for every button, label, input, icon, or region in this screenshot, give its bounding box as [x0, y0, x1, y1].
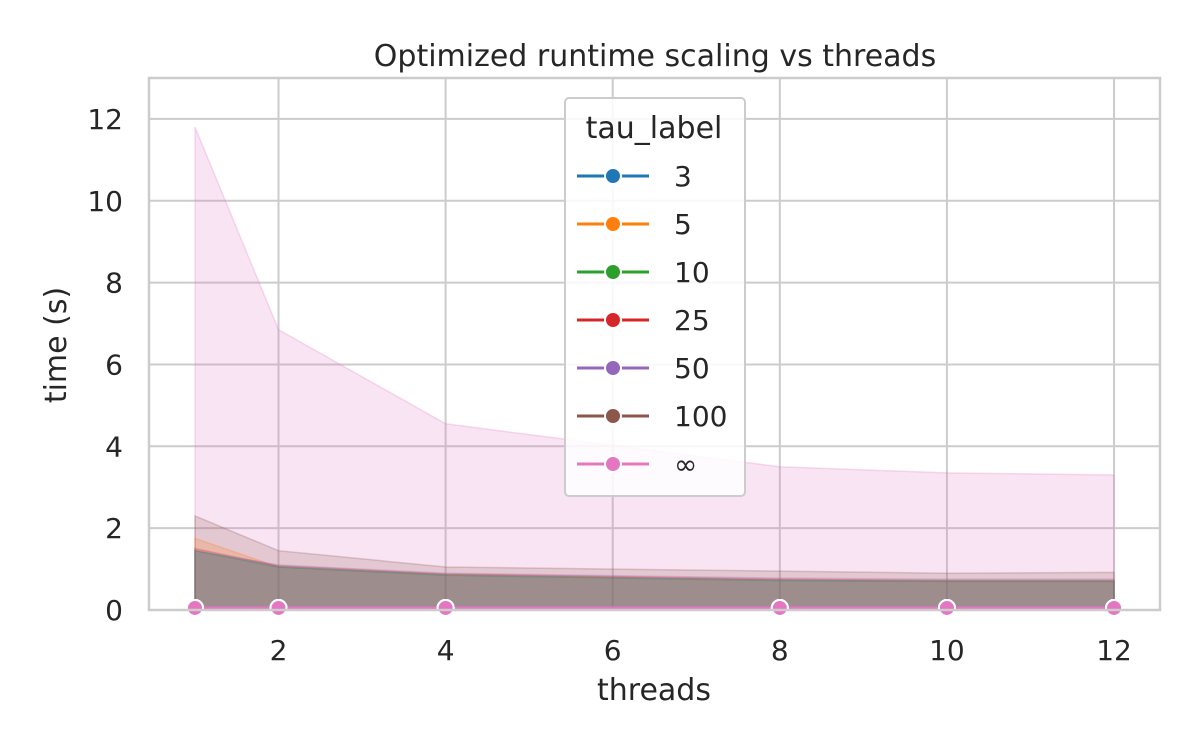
y-tick-label: 12 [87, 103, 123, 136]
legend-label: 25 [674, 304, 710, 337]
chart-title: Optimized runtime scaling vs threads [374, 39, 936, 74]
series-points [185, 598, 1124, 617]
x-tick-label: 2 [270, 634, 288, 667]
legend-label: 100 [674, 400, 727, 433]
legend-marker [604, 359, 622, 377]
legend-marker [604, 407, 622, 425]
legend-marker [604, 263, 622, 281]
x-tick-label: 12 [1096, 634, 1132, 667]
y-tick-label: 0 [105, 594, 123, 627]
y-tick-label: 2 [105, 512, 123, 545]
data-point [937, 598, 956, 617]
legend-label: 50 [674, 352, 710, 385]
x-tick-label: 6 [604, 634, 622, 667]
data-point [269, 598, 288, 617]
data-point [770, 598, 789, 617]
y-tick-label: 6 [105, 348, 123, 381]
y-tick-labels: 0 2 4 6 8 10 12 [87, 103, 123, 627]
legend-label: 3 [674, 160, 692, 193]
y-tick-label: 4 [105, 430, 123, 463]
legend-marker [604, 455, 622, 473]
x-axis-label: threads [597, 673, 711, 708]
data-point [185, 598, 204, 617]
legend-marker [604, 215, 622, 233]
legend: tau_label 3 5 10 25 50 100 ∞ [564, 97, 746, 497]
y-tick-label: 10 [87, 185, 123, 218]
legend-marker [604, 311, 622, 329]
plot-frame [147, 76, 1162, 612]
x-tick-label: 10 [929, 634, 965, 667]
x-tick-label: 8 [771, 634, 789, 667]
y-tick-label: 8 [105, 267, 123, 300]
legend-marker [604, 167, 622, 185]
legend-items: 3 5 10 25 50 100 ∞ [577, 160, 727, 481]
x-tick-labels: 2 4 6 8 10 12 [270, 634, 1132, 667]
legend-box [564, 97, 746, 497]
x-tick-label: 4 [437, 634, 455, 667]
legend-label: 10 [674, 256, 710, 289]
legend-label: 5 [674, 208, 692, 241]
y-axis-label: time (s) [39, 287, 74, 403]
legend-title: tau_label [586, 111, 723, 146]
data-point [1105, 598, 1124, 617]
legend-label: ∞ [674, 448, 697, 481]
data-point [436, 598, 455, 617]
